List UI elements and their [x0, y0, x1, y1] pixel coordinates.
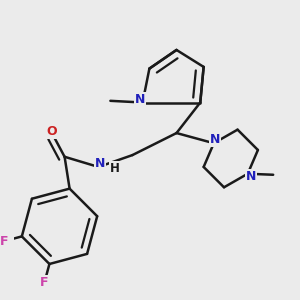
Text: N: N [135, 93, 145, 106]
Text: F: F [0, 235, 8, 248]
Text: N: N [210, 133, 220, 146]
Text: F: F [40, 275, 49, 289]
Text: H: H [110, 162, 120, 175]
Text: N: N [246, 170, 256, 183]
Text: O: O [47, 125, 57, 138]
Text: N: N [95, 157, 105, 170]
